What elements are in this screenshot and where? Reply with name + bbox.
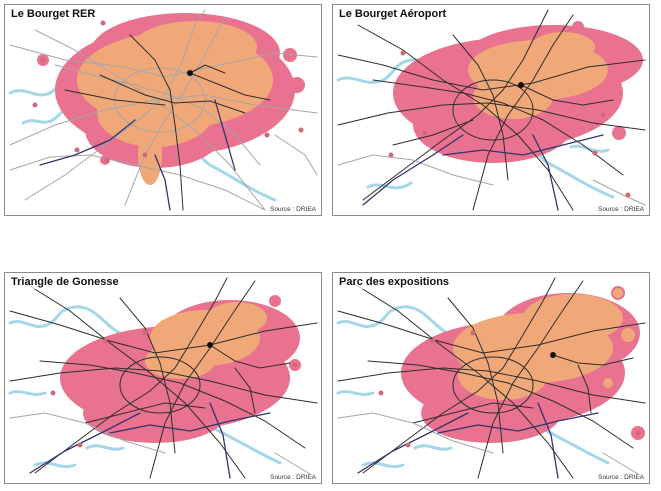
source-caption: Source : DRIEA bbox=[269, 206, 317, 213]
source-caption: Source : DRIEA bbox=[597, 474, 645, 481]
panel-title: Le Bourget RER bbox=[9, 8, 98, 21]
rail-network bbox=[9, 277, 318, 479]
project-station-marker bbox=[207, 342, 213, 348]
map-canvas bbox=[8, 277, 318, 479]
project-station-marker bbox=[550, 352, 556, 358]
map-canvas bbox=[336, 9, 646, 211]
map-panel-le-bourget-rer: Le Bourget RER bbox=[4, 4, 322, 216]
map-canvas bbox=[336, 277, 646, 479]
source-caption: Source : DRIEA bbox=[597, 206, 645, 213]
map-panel-triangle-de-gonesse: Triangle de Gonesse bbox=[4, 272, 322, 484]
panel-title: Le Bourget Aéroport bbox=[337, 8, 449, 21]
map-canvas bbox=[8, 9, 318, 211]
panel-title: Parc des expositions bbox=[337, 276, 452, 289]
stations bbox=[32, 20, 304, 163]
stations bbox=[388, 50, 631, 198]
map-panel-le-bourget-aeroport: Le Bourget Aéroport bbox=[332, 4, 650, 216]
rail-network bbox=[337, 277, 646, 479]
stations bbox=[378, 330, 641, 448]
project-station-marker bbox=[187, 70, 193, 76]
rail-network bbox=[9, 9, 318, 211]
rail-network bbox=[337, 9, 646, 211]
project-station-marker bbox=[518, 82, 524, 88]
accessibility-zone-orange bbox=[77, 21, 273, 185]
stations bbox=[50, 330, 298, 448]
panel-title: Triangle de Gonesse bbox=[9, 276, 121, 289]
source-caption: Source : DRIEA bbox=[269, 474, 317, 481]
map-panel-parc-des-expositions: Parc des expositions bbox=[332, 272, 650, 484]
